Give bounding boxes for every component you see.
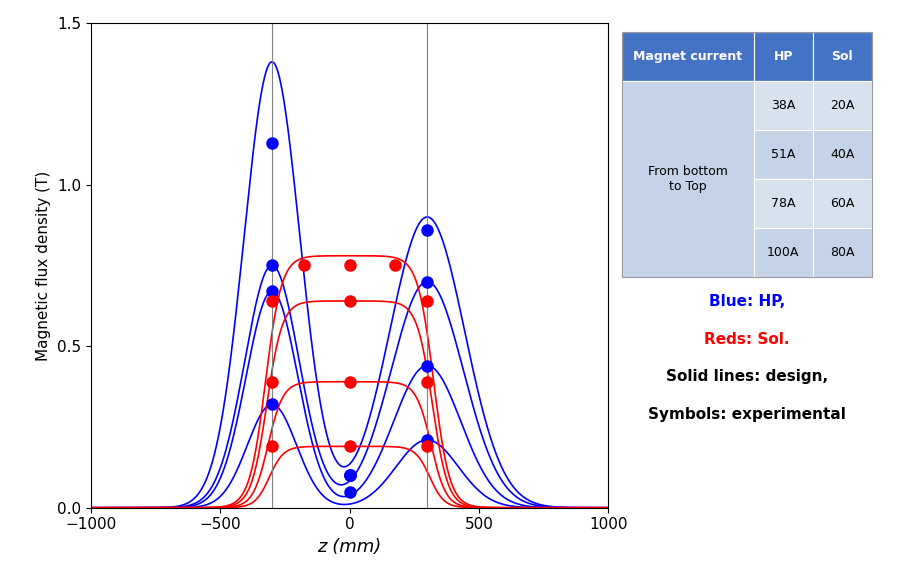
Text: From bottom
to Top: From bottom to Top xyxy=(648,165,727,193)
Text: Magnet current: Magnet current xyxy=(633,50,743,63)
Text: 100A: 100A xyxy=(767,246,799,259)
Text: Reds: Sol.: Reds: Sol. xyxy=(704,332,790,347)
Text: 20A: 20A xyxy=(830,99,854,112)
Text: Sol: Sol xyxy=(832,50,853,63)
Text: Solid lines: design,: Solid lines: design, xyxy=(666,369,828,384)
Text: HP: HP xyxy=(774,50,793,63)
Text: 60A: 60A xyxy=(830,197,854,210)
Text: 78A: 78A xyxy=(771,197,795,210)
Text: Blue: HP,: Blue: HP, xyxy=(709,294,785,309)
Y-axis label: Magnetic flux density (T): Magnetic flux density (T) xyxy=(36,170,52,361)
Text: 38A: 38A xyxy=(771,99,795,112)
X-axis label: z (mm): z (mm) xyxy=(318,538,381,556)
Text: Symbols: experimental: Symbols: experimental xyxy=(648,407,845,422)
Text: 51A: 51A xyxy=(771,148,795,161)
Text: 40A: 40A xyxy=(830,148,854,161)
Text: 80A: 80A xyxy=(830,246,854,259)
